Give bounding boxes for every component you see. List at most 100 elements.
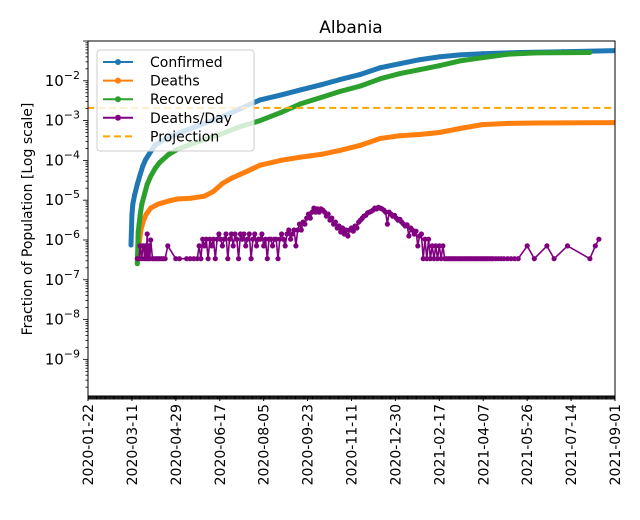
recovered-point bbox=[142, 191, 147, 197]
deaths-point bbox=[228, 175, 234, 181]
series-deaths bbox=[135, 120, 615, 261]
x-tick-label: 2021-07-14 bbox=[564, 404, 580, 485]
deaths-day-point bbox=[420, 256, 426, 262]
y-tick-label: 10−3 bbox=[45, 109, 80, 130]
deaths-day-point bbox=[384, 221, 390, 227]
deaths-day-point bbox=[436, 243, 442, 249]
confirmed-point bbox=[140, 163, 146, 169]
deaths-day-point bbox=[307, 215, 313, 221]
deaths-point bbox=[397, 133, 403, 139]
deaths-day-point bbox=[343, 227, 349, 233]
deaths-day-point bbox=[612, 0, 617, 3]
deaths-day-point bbox=[184, 256, 190, 262]
confirmed-point bbox=[137, 172, 143, 178]
legend-label: Confirmed bbox=[150, 55, 223, 71]
deaths-day-point bbox=[544, 243, 550, 249]
deaths-day-point bbox=[291, 227, 297, 233]
deaths-day-point bbox=[270, 243, 276, 249]
confirmed-point bbox=[129, 212, 135, 218]
deaths-day-point bbox=[216, 231, 222, 237]
deaths-day-point bbox=[230, 243, 236, 249]
deaths-day-point bbox=[415, 243, 421, 249]
deaths-point bbox=[257, 162, 263, 168]
series-deaths-day bbox=[134, 0, 617, 262]
recovered-point bbox=[533, 50, 539, 56]
deaths-day-point bbox=[304, 215, 310, 221]
deaths-day-point bbox=[221, 236, 227, 242]
recovered-point bbox=[139, 201, 145, 207]
confirmed-point bbox=[479, 51, 485, 57]
deaths-day-point bbox=[165, 243, 171, 249]
recovered-point bbox=[479, 55, 485, 61]
deaths-day-point bbox=[241, 231, 247, 237]
x-tick-label: 2020-06-17 bbox=[213, 404, 229, 485]
legend-entry-deaths-day: Deaths/Day bbox=[103, 111, 232, 127]
deaths-point bbox=[337, 147, 343, 153]
deaths-day-point bbox=[207, 236, 213, 242]
x-tick-label: 2021-02-17 bbox=[432, 404, 448, 485]
legend-entry-confirmed: Confirmed bbox=[103, 55, 223, 71]
deaths-day-point bbox=[404, 222, 410, 228]
deaths-day-point bbox=[345, 233, 351, 239]
deaths-day-point bbox=[257, 236, 263, 242]
deaths-day-point bbox=[504, 256, 510, 262]
deaths-day-point bbox=[427, 256, 433, 262]
x-tick-label: 2021-05-26 bbox=[520, 404, 536, 485]
deaths-point bbox=[219, 181, 225, 186]
deaths-day-point bbox=[511, 256, 518, 262]
deaths-day-point bbox=[232, 231, 238, 237]
deaths-point bbox=[479, 122, 485, 128]
x-tick-label: 2020-08-05 bbox=[257, 404, 273, 485]
confirmed-point bbox=[278, 92, 284, 98]
legend-marker bbox=[115, 59, 121, 65]
legend-entry-projection: Projection bbox=[103, 129, 219, 145]
legend-marker bbox=[115, 77, 121, 84]
deaths-point bbox=[436, 130, 442, 135]
deaths-day-point bbox=[564, 243, 571, 249]
deaths-point bbox=[506, 120, 512, 126]
deaths-point bbox=[148, 205, 154, 211]
deaths-day-point bbox=[434, 256, 441, 262]
legend: Confirmed Deaths Recovered Deaths/Day Projec… bbox=[96, 49, 255, 152]
recovered-point bbox=[318, 95, 324, 100]
deaths-day-point bbox=[293, 243, 299, 249]
legend-marker bbox=[115, 96, 121, 103]
deaths-point bbox=[612, 120, 615, 126]
recovered-point bbox=[436, 63, 442, 69]
deaths-day-point bbox=[273, 236, 279, 242]
deaths-day-point bbox=[282, 243, 288, 249]
confirmed-point bbox=[377, 65, 383, 71]
y-tick-label: 10−9 bbox=[45, 347, 80, 368]
confirmed-point bbox=[612, 48, 615, 54]
deaths-day-point bbox=[209, 243, 215, 249]
confirmed-point bbox=[358, 71, 363, 77]
deaths-day-point bbox=[219, 243, 225, 249]
recovered-point bbox=[587, 50, 593, 55]
deaths-day-point bbox=[201, 243, 208, 249]
confirmed-point bbox=[128, 242, 134, 248]
y-tick-label: 10−7 bbox=[45, 268, 80, 289]
deaths-point bbox=[278, 157, 284, 163]
deaths-day-point bbox=[298, 227, 304, 233]
deaths-day-point bbox=[611, 0, 616, 3]
deaths-day-point bbox=[418, 231, 424, 237]
deaths-point bbox=[377, 136, 383, 141]
confirmed-point bbox=[257, 97, 263, 103]
deaths-day-point bbox=[243, 243, 249, 249]
deaths-point bbox=[358, 142, 363, 148]
confirmed-point bbox=[417, 57, 423, 63]
deaths-day-point bbox=[302, 221, 308, 227]
deaths-day-point bbox=[524, 243, 530, 249]
recovered-point bbox=[377, 76, 383, 82]
y-tick-label: 10−5 bbox=[45, 188, 80, 209]
deaths-day-point bbox=[433, 243, 439, 249]
deaths-day-point bbox=[236, 256, 242, 262]
deaths-day-point bbox=[332, 219, 338, 225]
y-tick-label: 10−6 bbox=[45, 228, 80, 249]
legend-label: Projection bbox=[150, 129, 219, 145]
recovered-point bbox=[397, 71, 403, 77]
deaths-day-point bbox=[210, 236, 217, 242]
deaths-point bbox=[202, 193, 207, 199]
deaths-day-point bbox=[228, 231, 234, 237]
deaths-day-point bbox=[609, 0, 614, 3]
